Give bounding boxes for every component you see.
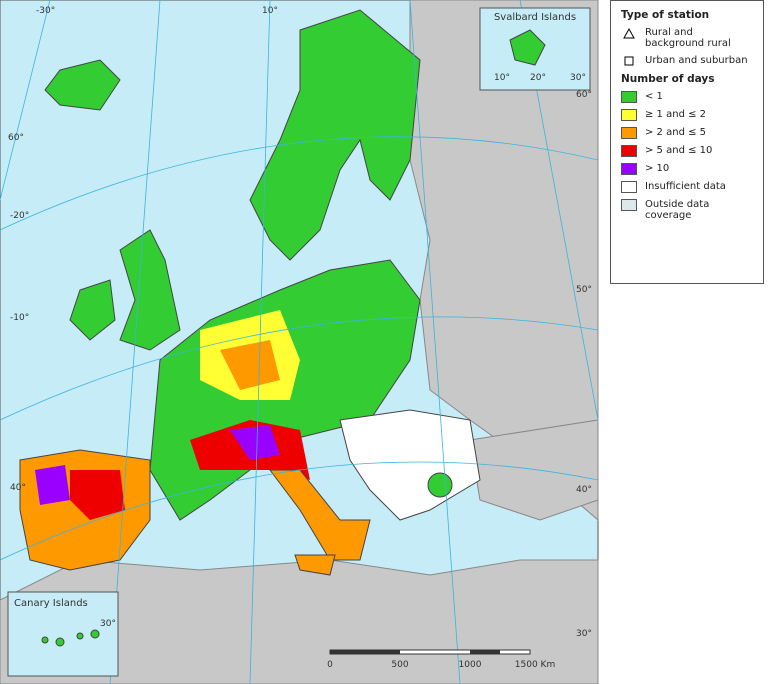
scale-label: 500 xyxy=(391,660,408,670)
square-symbol xyxy=(624,56,634,66)
orange-zone xyxy=(220,340,280,390)
legend-title: Type of station xyxy=(621,9,710,21)
legend-swatch xyxy=(621,109,637,121)
iceland xyxy=(44,59,121,111)
graticule-label: -30° xyxy=(36,6,55,16)
legend-label: Urban and suburban xyxy=(645,55,748,66)
graticule-label: -20° xyxy=(10,211,29,221)
great-britain xyxy=(119,229,181,351)
graticule-label: 60° xyxy=(576,90,592,100)
legend-classes: < 1 ≥ 1 and ≤ 2 > 2 and ≤ 5 > 5 and ≤ 10 > 1… xyxy=(621,91,757,221)
graticule-label: 20° xyxy=(530,73,546,83)
legend-label: < 1 xyxy=(645,91,663,102)
canary-inset xyxy=(7,591,119,677)
graticule-label: 30° xyxy=(570,73,586,83)
scale-label: 0 xyxy=(327,660,333,670)
legend-swatch xyxy=(621,199,637,211)
inset-label: Svalbard Islands xyxy=(494,12,576,23)
iberia-red xyxy=(70,470,125,520)
graticule xyxy=(0,0,599,684)
turkey-land xyxy=(469,419,599,521)
scale-label: 1500 Km xyxy=(515,660,555,670)
ireland xyxy=(69,279,116,341)
legend-label: > 2 and ≤ 5 xyxy=(645,127,707,138)
legend-item: < 1 xyxy=(621,91,757,103)
italy xyxy=(269,469,371,561)
legend-title: Number of days xyxy=(621,73,715,85)
inset-label: Canary Islands xyxy=(14,598,88,609)
canary-land xyxy=(41,629,100,647)
legend-item: Insufficient data xyxy=(621,181,757,193)
balkan-green xyxy=(427,472,453,498)
scale-bar xyxy=(329,649,531,655)
legend-item: Urban and suburban xyxy=(621,55,757,67)
graticule-label: -10° xyxy=(10,313,29,323)
legend-item: > 5 and ≤ 10 xyxy=(621,145,757,157)
legend-swatch xyxy=(621,127,637,139)
map: Svalbard Islands Canary Islands -30° 10°… xyxy=(0,0,599,684)
graticule-label: 30° xyxy=(100,619,116,629)
legend-label: Rural and background rural xyxy=(645,27,731,49)
legend-item: Rural and background rural xyxy=(621,27,757,49)
russia-land xyxy=(409,0,599,522)
purple-zone xyxy=(230,425,280,460)
legend-item: > 10 xyxy=(621,163,757,175)
legend-label: Outside data coverage xyxy=(645,199,710,221)
svalbard-land xyxy=(509,29,546,66)
legend-swatch xyxy=(621,181,637,193)
legend: Type of station Rural and background rur… xyxy=(610,0,764,284)
legend-label: ≥ 1 and ≤ 2 xyxy=(645,109,707,120)
legend-item: Outside data coverage xyxy=(621,199,757,221)
graticule-label: 60° xyxy=(8,133,24,143)
sicily xyxy=(294,554,336,576)
graticule-label: 10° xyxy=(494,73,510,83)
graticule-label: 30° xyxy=(576,629,592,639)
legend-swatch xyxy=(621,91,637,103)
legend-swatch xyxy=(621,145,637,157)
graticule-label: 10° xyxy=(262,6,278,16)
legend-label: > 10 xyxy=(645,163,670,174)
legend-swatch xyxy=(621,163,637,175)
graticule-label: 40° xyxy=(576,485,592,495)
graticule-label: 40° xyxy=(10,483,26,493)
legend-label: Insufficient data xyxy=(645,181,726,192)
scale-label: 1000 xyxy=(459,660,482,670)
triangle-symbol xyxy=(623,27,635,39)
legend-label: > 5 and ≤ 10 xyxy=(645,145,713,156)
iberia-purple xyxy=(35,465,70,505)
graticule-label: 50° xyxy=(576,285,592,295)
legend-item: > 2 and ≤ 5 xyxy=(621,127,757,139)
legend-item: ≥ 1 and ≤ 2 xyxy=(621,109,757,121)
